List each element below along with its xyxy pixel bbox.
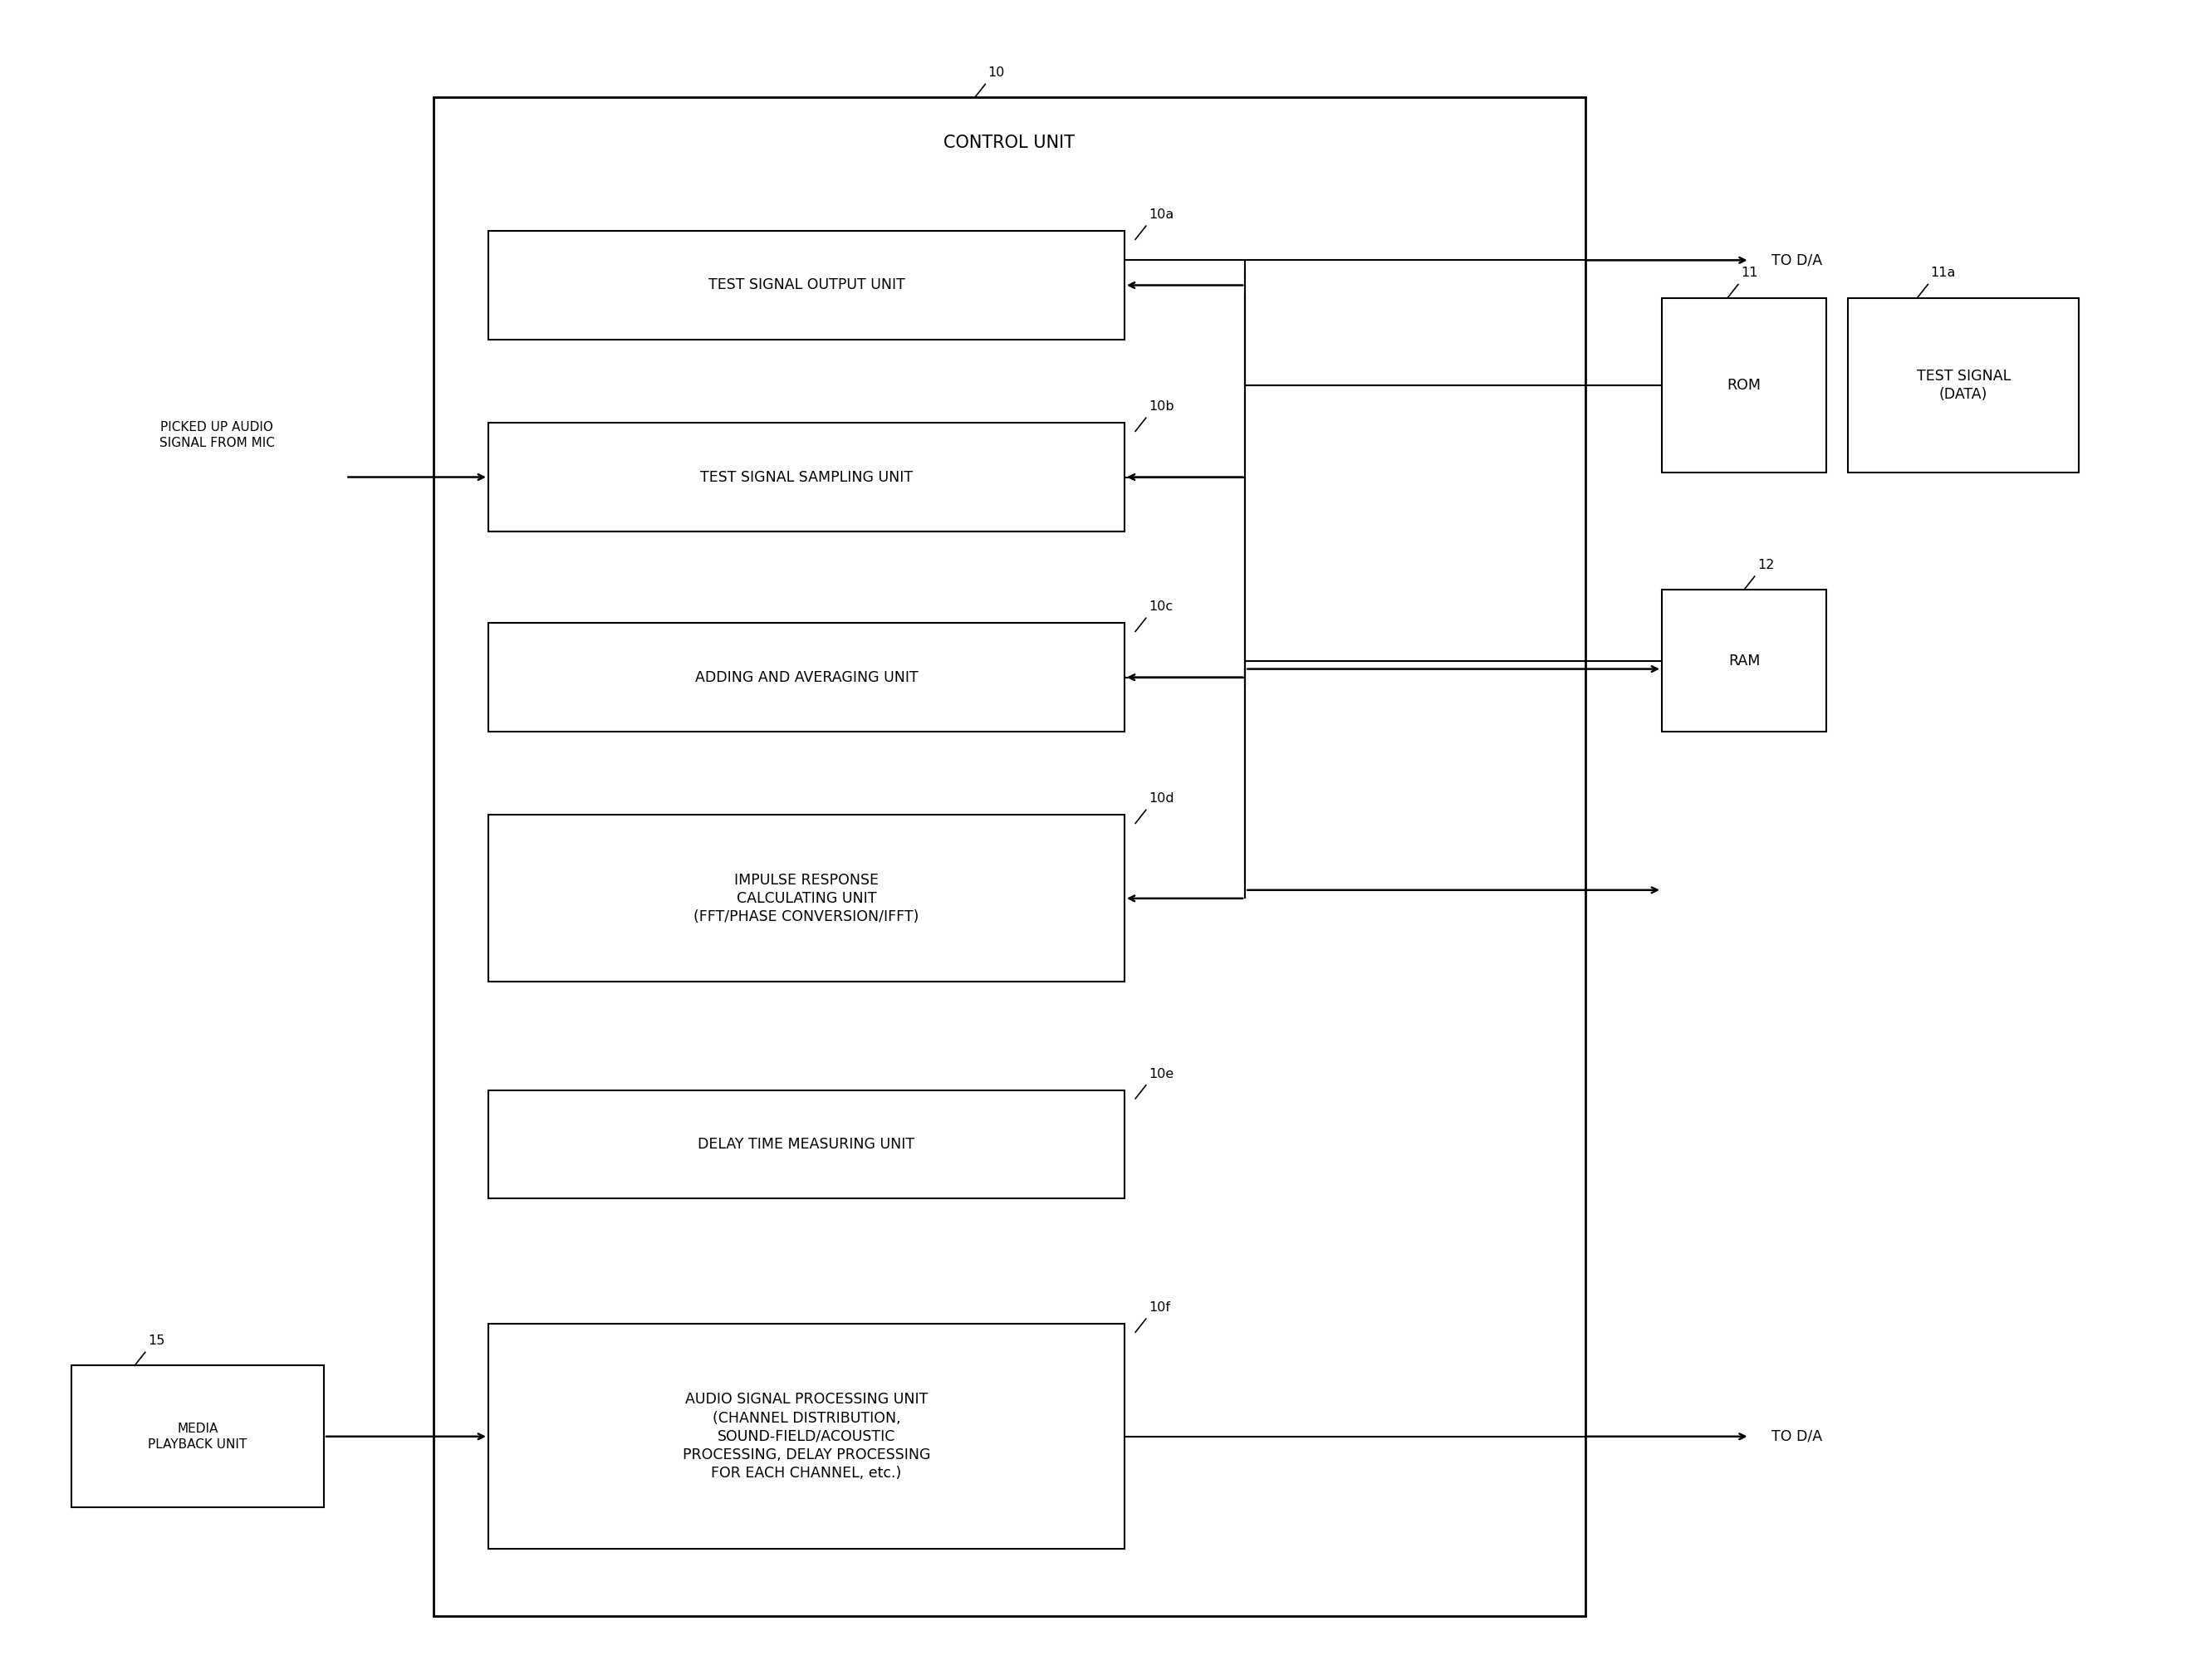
Text: 10e: 10e: [1149, 1068, 1173, 1080]
Text: 10: 10: [988, 67, 1005, 79]
Text: TO D/A: TO D/A: [1771, 252, 1821, 267]
Bar: [1663, 590, 1826, 731]
Text: ADDING AND AVERAGING UNIT: ADDING AND AVERAGING UNIT: [695, 670, 917, 685]
Text: AUDIO SIGNAL PROCESSING UNIT
(CHANNEL DISTRIBUTION,
SOUND-FIELD/ACOUSTIC
PROCESS: AUDIO SIGNAL PROCESSING UNIT (CHANNEL DI…: [681, 1393, 931, 1480]
Bar: [487, 1090, 1125, 1200]
Bar: [487, 1324, 1125, 1549]
Bar: [487, 423, 1125, 531]
Text: 12: 12: [1757, 559, 1775, 571]
Text: CONTROL UNIT: CONTROL UNIT: [944, 134, 1074, 151]
Text: TO D/A: TO D/A: [1771, 1430, 1821, 1443]
Bar: [1663, 297, 1826, 474]
Text: 10c: 10c: [1149, 601, 1173, 613]
Text: MEDIA
PLAYBACK UNIT: MEDIA PLAYBACK UNIT: [148, 1423, 247, 1450]
Text: IMPULSE RESPONSE
CALCULATING UNIT
(FFT/PHASE CONVERSION/IFFT): IMPULSE RESPONSE CALCULATING UNIT (FFT/P…: [695, 872, 919, 924]
Bar: [487, 815, 1125, 981]
Bar: [434, 97, 1585, 1616]
Text: 10a: 10a: [1149, 208, 1173, 222]
Bar: [1848, 297, 2079, 474]
Bar: [487, 232, 1125, 339]
Text: 10f: 10f: [1149, 1302, 1171, 1314]
Text: 10d: 10d: [1149, 793, 1173, 805]
Text: RAM: RAM: [1729, 654, 1760, 669]
Text: 15: 15: [148, 1334, 165, 1347]
Text: TEST SIGNAL OUTPUT UNIT: TEST SIGNAL OUTPUT UNIT: [708, 277, 904, 292]
Text: 10b: 10b: [1149, 400, 1173, 413]
Text: TEST SIGNAL
(DATA): TEST SIGNAL (DATA): [1916, 368, 2011, 402]
Text: PICKED UP AUDIO
SIGNAL FROM MIC: PICKED UP AUDIO SIGNAL FROM MIC: [159, 422, 276, 449]
Bar: [71, 1366, 324, 1507]
Text: 11: 11: [1740, 267, 1757, 279]
Text: DELAY TIME MEASURING UNIT: DELAY TIME MEASURING UNIT: [699, 1137, 915, 1152]
Text: 11a: 11a: [1932, 267, 1956, 279]
Bar: [487, 623, 1125, 731]
Text: ROM: ROM: [1727, 378, 1762, 393]
Text: TEST SIGNAL SAMPLING UNIT: TEST SIGNAL SAMPLING UNIT: [699, 470, 913, 484]
